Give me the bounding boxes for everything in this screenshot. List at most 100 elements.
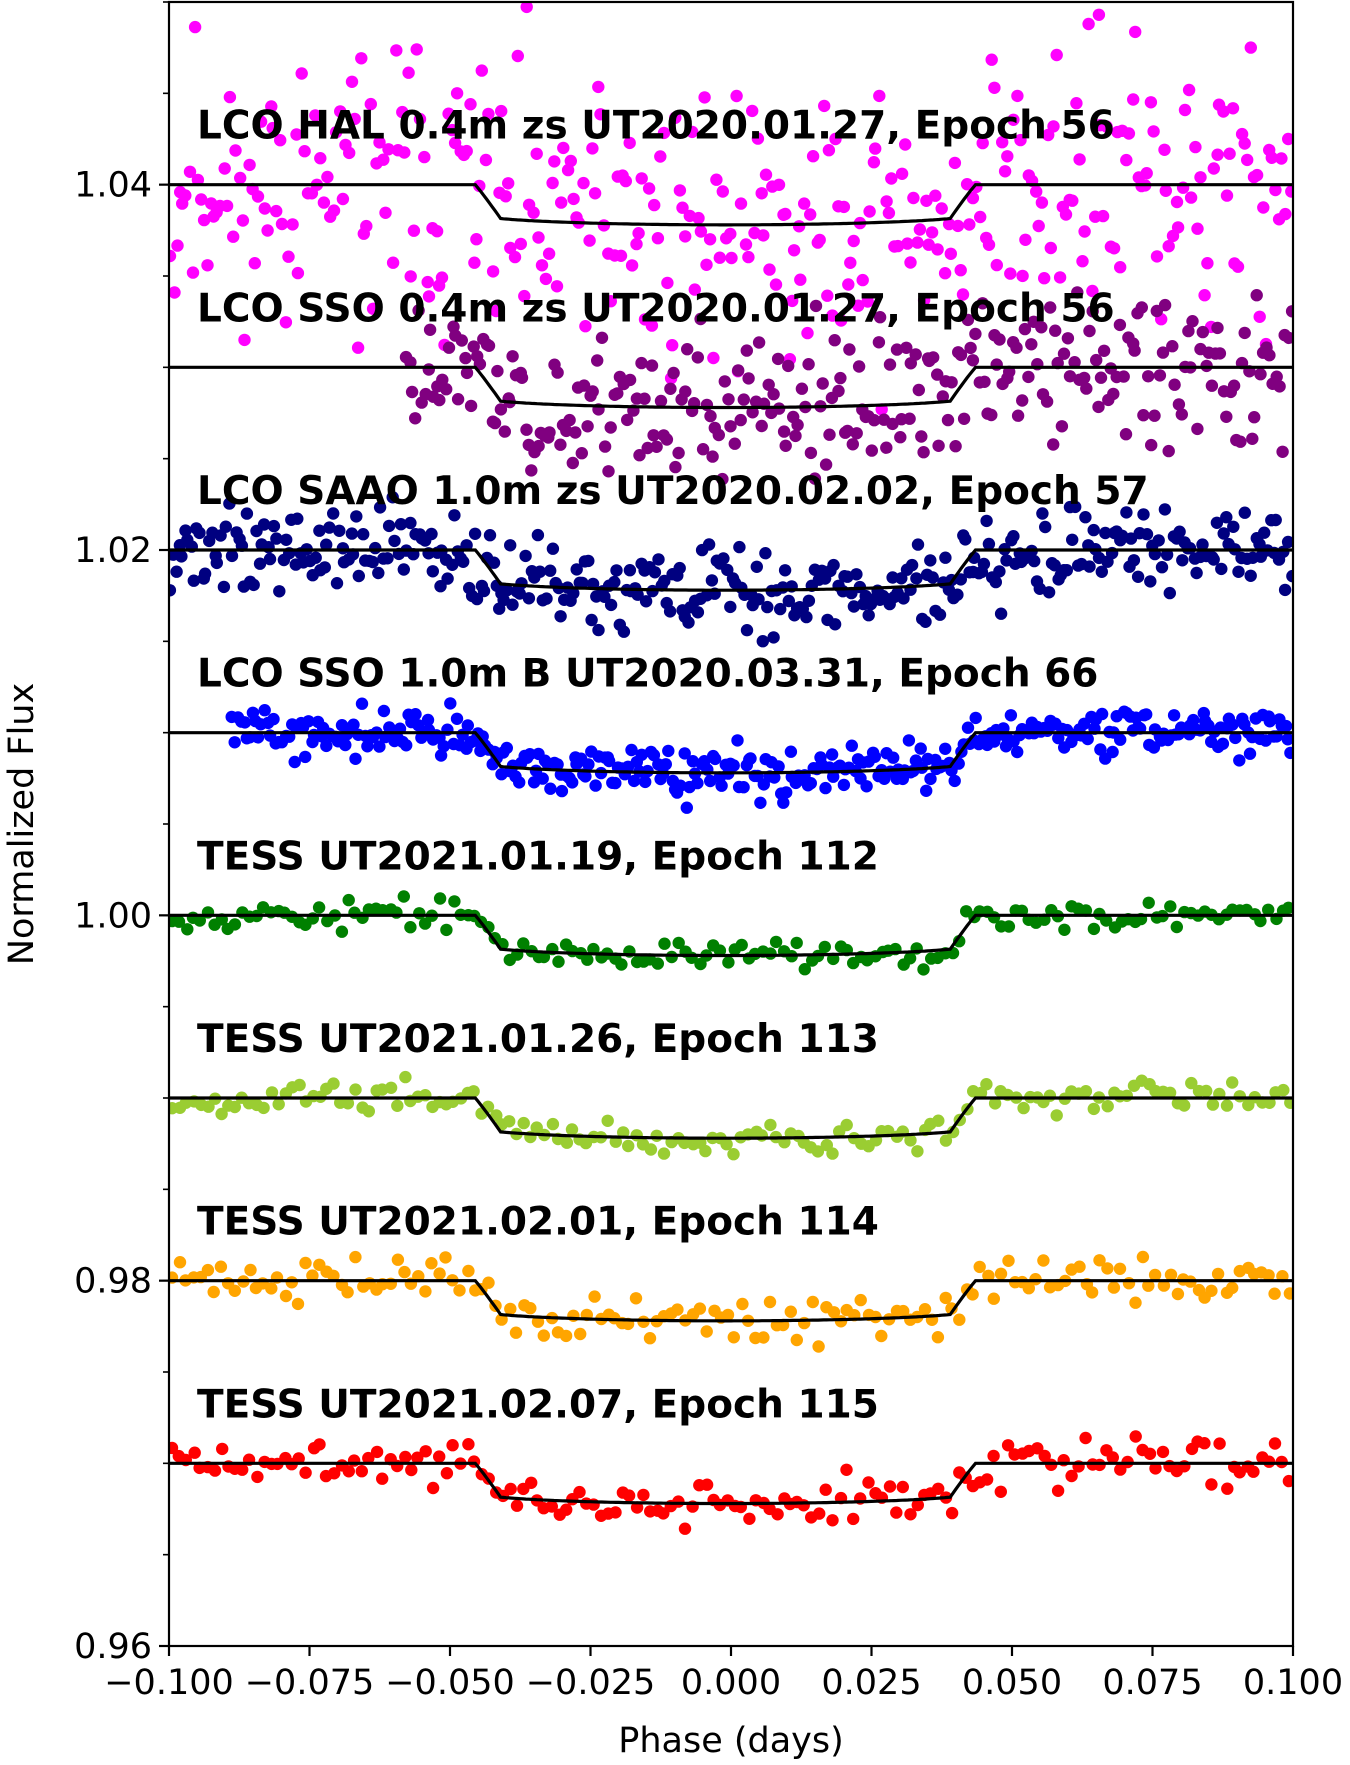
data-point (1175, 408, 1189, 421)
data-point (398, 1265, 411, 1279)
data-point (1250, 168, 1264, 182)
series-points (225, 697, 1293, 814)
data-point (945, 1506, 959, 1520)
data-point (323, 521, 336, 534)
data-point (455, 334, 468, 347)
data-point (1265, 151, 1279, 164)
data-point (963, 218, 976, 231)
data-point (1076, 255, 1089, 268)
data-point (169, 286, 181, 299)
data-point (437, 740, 450, 753)
data-point (386, 256, 400, 269)
data-point (411, 1451, 424, 1464)
data-point (1086, 305, 1099, 318)
data-point (761, 600, 774, 614)
data-point (625, 259, 639, 272)
data-point (1277, 1083, 1290, 1097)
data-point (1085, 1286, 1099, 1299)
data-point (982, 1269, 995, 1283)
data-point (506, 350, 519, 363)
data-point (804, 446, 818, 460)
data-point (846, 438, 859, 451)
data-point (569, 426, 582, 439)
data-point (1163, 586, 1177, 600)
data-point (320, 538, 333, 551)
data-point (994, 1485, 1007, 1499)
data-point (1248, 411, 1261, 424)
data-point (453, 1284, 466, 1297)
data-point (954, 264, 967, 277)
data-point (450, 712, 464, 725)
data-point (573, 1485, 586, 1499)
data-point (699, 1144, 712, 1158)
data-point (1127, 93, 1140, 106)
data-point (727, 1331, 740, 1344)
data-point (989, 575, 1002, 589)
series-labels-layer: LCO HAL 0.4m zs UT2020.01.27, Epoch 56 LC… (197, 104, 1149, 1428)
data-point (951, 219, 965, 233)
data-point (707, 351, 720, 365)
data-point (790, 936, 803, 950)
data-point (285, 1276, 298, 1289)
transit-model-line (169, 183, 1293, 227)
data-point (341, 1097, 355, 1110)
data-point (827, 558, 840, 572)
data-point (642, 182, 656, 195)
data-point (604, 421, 617, 434)
data-point (663, 605, 677, 618)
data-point (333, 524, 346, 537)
data-point (990, 358, 1003, 371)
data-point (614, 249, 628, 262)
data-point (1215, 562, 1228, 576)
data-point (525, 1476, 538, 1490)
data-point (782, 594, 795, 608)
data-point (291, 266, 305, 280)
data-point (798, 963, 811, 976)
data-point (661, 276, 674, 290)
data-point (982, 537, 996, 551)
data-point (210, 556, 223, 570)
data-point (390, 44, 403, 57)
data-point (1018, 322, 1032, 336)
data-point (802, 594, 816, 607)
data-point (577, 176, 590, 190)
data-point (1058, 923, 1071, 936)
data-point (759, 547, 772, 560)
data-point (491, 364, 504, 378)
data-point (440, 1467, 454, 1480)
data-point (313, 524, 326, 537)
data-point (651, 957, 664, 970)
data-point (461, 719, 474, 732)
data-point (1158, 143, 1171, 156)
data-point (1016, 394, 1029, 407)
data-point (883, 358, 897, 371)
data-point (1142, 370, 1155, 383)
data-point (996, 136, 1009, 149)
data-point (400, 739, 413, 752)
data-point (948, 774, 961, 788)
data-point (1247, 1465, 1260, 1478)
data-point (826, 1147, 839, 1160)
data-point (840, 1463, 853, 1477)
data-point (694, 312, 707, 326)
series-label: LCO SSO 1.0m B UT2020.03.31, Epoch 66 (197, 652, 1098, 697)
data-point (1019, 233, 1032, 246)
data-point (1051, 1484, 1065, 1498)
data-point (217, 580, 231, 594)
data-point (764, 947, 777, 960)
data-point (657, 1147, 671, 1160)
data-point (1011, 89, 1024, 103)
series-points (399, 286, 1293, 486)
data-point (1092, 8, 1106, 21)
data-point (899, 138, 912, 151)
data-point (691, 606, 705, 619)
data-point (1257, 201, 1270, 214)
data-point (1142, 1279, 1155, 1292)
data-point (502, 177, 515, 190)
data-point (819, 781, 832, 795)
data-point (903, 952, 917, 965)
data-point (998, 165, 1012, 178)
data-point (826, 1514, 839, 1527)
data-point (282, 250, 295, 263)
data-point (486, 265, 500, 278)
